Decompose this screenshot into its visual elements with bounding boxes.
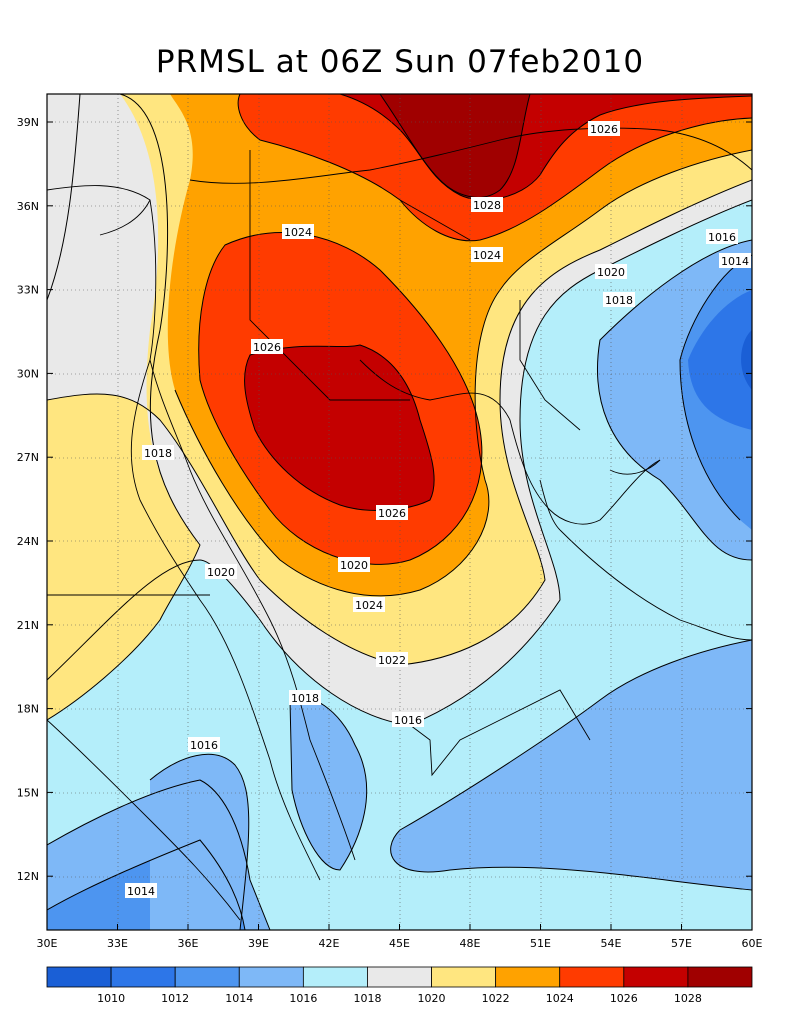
- colorbar-label: 1026: [610, 992, 638, 1005]
- lat-tick-label: 12N: [17, 870, 39, 883]
- contour-label: 1018: [142, 445, 174, 460]
- svg-text:1018: 1018: [605, 294, 633, 307]
- lon-tick-label: 57E: [671, 937, 692, 950]
- band-1014-africa: [150, 754, 249, 930]
- colorbar-label: 1018: [353, 992, 381, 1005]
- contour-label: 1020: [205, 564, 237, 579]
- contour-label: 1026: [376, 505, 408, 520]
- lat-tick-label: 30N: [17, 367, 39, 380]
- colorbar-label: 1016: [289, 992, 317, 1005]
- contour-labels: 1026 1028 1024 1016 1014 1020 1018 1026 1024 1026…: [125, 121, 751, 898]
- lon-tick-label: 45E: [389, 937, 410, 950]
- contour-label: 1024: [353, 597, 385, 612]
- contour-label: 1018: [289, 690, 321, 705]
- contour-label: 1016: [188, 737, 220, 752]
- colorbar-label: 1012: [161, 992, 189, 1005]
- contour-label: 1026: [251, 339, 283, 354]
- svg-text:1014: 1014: [721, 255, 749, 268]
- svg-text:1022: 1022: [378, 654, 406, 667]
- svg-text:1020: 1020: [340, 559, 368, 572]
- lon-tick-label: 60E: [742, 937, 763, 950]
- svg-text:1024: 1024: [473, 249, 501, 262]
- colorbar-swatch: [174, 966, 240, 988]
- colorbar-swatch: [238, 966, 304, 988]
- lon-tick-label: 51E: [530, 937, 551, 950]
- colorbar-label: 1028: [674, 992, 702, 1005]
- band-1008-east: [741, 330, 752, 390]
- svg-text:1018: 1018: [291, 692, 319, 705]
- lon-tick-labels: 30E 33E 36E 39E 42E 45E 48E 51E 54E 57E 60E: [37, 924, 763, 950]
- lon-tick-label: 36E: [178, 937, 199, 950]
- svg-text:1026: 1026: [590, 123, 618, 136]
- svg-text:1020: 1020: [597, 266, 625, 279]
- lon-tick-label: 39E: [248, 937, 269, 950]
- svg-text:1016: 1016: [190, 739, 218, 752]
- colorbar-label: 1024: [546, 992, 574, 1005]
- colorbar-label: 1020: [418, 992, 446, 1005]
- colorbar-swatch: [110, 966, 176, 988]
- map-title: PRMSL at 06Z Sun 07feb2010: [155, 44, 645, 80]
- lat-tick-label: 27N: [17, 451, 39, 464]
- colorbar-swatch: [46, 966, 112, 988]
- lon-tick-label: 48E: [460, 937, 481, 950]
- colorbar: 1010 1012 1014 1016 1018 1020 1022 1024 1026 1028: [46, 966, 753, 1005]
- band-1014-arabian: [390, 640, 752, 890]
- lon-tick-label: 42E: [319, 937, 340, 950]
- band-1026-center: [244, 345, 435, 511]
- contour-label: 1014: [719, 253, 751, 268]
- lon-tick-label: 33E: [107, 937, 128, 950]
- contour-label: 1014: [125, 883, 157, 898]
- contour-label: 1028: [471, 197, 503, 212]
- contour-label: 1016: [706, 229, 738, 244]
- contour-label: 1020: [595, 264, 627, 279]
- colorbar-swatch: [623, 966, 689, 988]
- colorbar-swatch: [367, 966, 432, 988]
- svg-text:1016: 1016: [708, 231, 736, 244]
- band-1010-east: [688, 290, 752, 430]
- lat-tick-label: 24N: [17, 535, 39, 548]
- colorbar-label: 1010: [97, 992, 125, 1005]
- lon-tick-label: 30E: [37, 937, 58, 950]
- contour-label: 1016: [392, 712, 424, 727]
- colorbar-swatch: [302, 966, 368, 988]
- svg-text:1014: 1014: [127, 885, 155, 898]
- svg-text:1028: 1028: [473, 199, 501, 212]
- svg-text:1018: 1018: [144, 447, 172, 460]
- contour-label: 1022: [376, 652, 408, 667]
- lat-tick-label: 33N: [17, 284, 39, 297]
- contour-label: 1024: [282, 224, 314, 239]
- contour-label: 1026: [588, 121, 620, 136]
- lat-tick-label: 39N: [17, 116, 39, 129]
- colorbar-label: 1014: [225, 992, 253, 1005]
- lon-tick-label: 54E: [601, 937, 622, 950]
- contour-label: 1018: [603, 292, 635, 307]
- svg-text:1020: 1020: [207, 566, 235, 579]
- lat-tick-label: 21N: [17, 619, 39, 632]
- band-1014-sea: [290, 697, 367, 870]
- lat-tick-labels: 39N 36N 33N 30N 27N 24N 21N 18N 15N 12N: [17, 116, 752, 883]
- svg-text:1024: 1024: [355, 599, 383, 612]
- svg-text:1024: 1024: [284, 226, 312, 239]
- colorbar-swatch: [495, 966, 561, 988]
- colorbar-swatch: [687, 966, 753, 988]
- lat-tick-label: 18N: [17, 703, 39, 716]
- contour-label: 1024: [471, 247, 503, 262]
- colorbar-swatch: [431, 966, 497, 988]
- lat-tick-label: 15N: [17, 786, 39, 799]
- svg-text:1016: 1016: [394, 714, 422, 727]
- contour-label: 1020: [338, 557, 370, 572]
- colorbar-label: 1022: [482, 992, 510, 1005]
- colorbar-swatch: [559, 966, 625, 988]
- svg-text:1026: 1026: [378, 507, 406, 520]
- lat-tick-label: 36N: [17, 200, 39, 213]
- band-1028: [380, 94, 530, 198]
- svg-text:1026: 1026: [253, 341, 281, 354]
